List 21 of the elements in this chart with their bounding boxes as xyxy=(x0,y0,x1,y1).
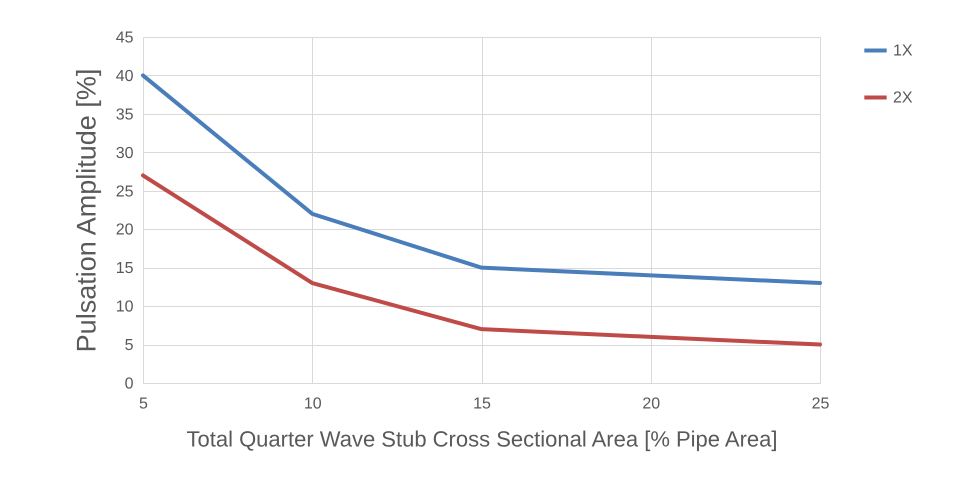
x-tick-label: 5 xyxy=(139,396,148,412)
x-tick-label: 15 xyxy=(473,396,491,412)
y-tick-label: 25 xyxy=(116,183,134,200)
y-tick-label: 15 xyxy=(116,260,134,278)
y-tick-label: 45 xyxy=(116,30,134,46)
x-tick-label: 10 xyxy=(304,396,322,412)
y-tick-label: 5 xyxy=(124,337,134,354)
line-series xyxy=(141,73,822,286)
x-tick-label: 25 xyxy=(812,396,830,412)
y-tick-label: 20 xyxy=(116,222,134,239)
x-axis-title: Total Quarter Wave Stub Cross Sectional Area [% Pipe Area] xyxy=(186,426,778,452)
y-tick-label: 35 xyxy=(116,106,134,124)
line-series xyxy=(141,173,822,347)
y-axis-title: Pulsation Amplitude [%] xyxy=(72,68,102,352)
legend-label: 2X xyxy=(893,90,913,106)
x-tick-label: 20 xyxy=(642,396,660,412)
y-tick-label: 30 xyxy=(116,144,134,162)
y-tick-label: 40 xyxy=(116,68,134,85)
y-tick-label: 0 xyxy=(124,376,134,392)
y-tick-label: 10 xyxy=(116,298,134,316)
legend-label: 1X xyxy=(893,42,913,60)
